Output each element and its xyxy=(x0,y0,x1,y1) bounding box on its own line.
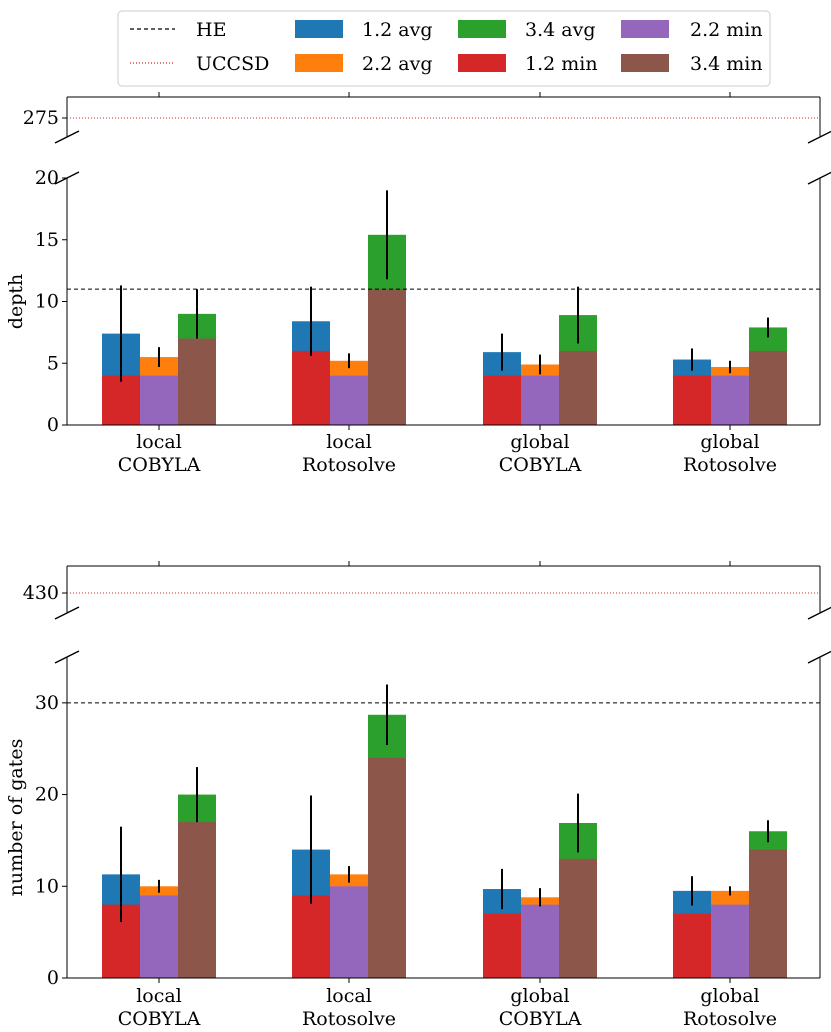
legend-min34-label: 3.4 min xyxy=(690,53,763,75)
legend-min22-label: 2.2 min xyxy=(690,19,763,41)
xtick-label-2-0: global xyxy=(510,985,569,1007)
xtick-label-1-1: Rotosolve xyxy=(302,454,396,476)
bar-min-0-0 xyxy=(102,375,140,425)
ytick-label-3: 15 xyxy=(35,229,59,251)
ytick-label-0: 0 xyxy=(47,967,59,989)
bar-min-1-2 xyxy=(521,904,559,978)
legend-frame xyxy=(117,10,771,87)
legend-min22-swatch xyxy=(621,20,669,38)
legend-avg12-label: 1.2 avg xyxy=(362,19,432,41)
bar-min-0-1 xyxy=(292,895,330,978)
bar-min-2-2 xyxy=(559,858,597,978)
top-axis-ytick-label: 430 xyxy=(23,582,59,604)
bar-min-0-3 xyxy=(673,375,711,425)
xtick-label-1-1: Rotosolve xyxy=(302,1008,396,1030)
bar-min-2-0 xyxy=(178,822,216,978)
depth-panel: 27505101520localCOBYLAlocalRotosolveglob… xyxy=(5,92,831,476)
bar-min-0-3 xyxy=(673,913,711,978)
bar-min-2-0 xyxy=(178,338,216,425)
legend: HE UCCSD 1.2 avg 2.2 avg 3.4 avg 1.2 min… xyxy=(117,10,771,87)
break-mark-top-left xyxy=(54,606,80,620)
bar-min-2-3 xyxy=(749,849,787,978)
ytick-label-4: 20 xyxy=(35,167,59,189)
ytick-label-2: 10 xyxy=(35,291,59,313)
xtick-label-1-0: local xyxy=(326,985,372,1007)
ytick-label-1: 5 xyxy=(47,352,59,374)
bar-min-2-1 xyxy=(368,289,406,425)
ytick-label-0: 0 xyxy=(47,414,59,436)
bar-min-1-0 xyxy=(140,895,178,978)
ytick-label-3: 30 xyxy=(35,692,59,714)
bar-min-0-1 xyxy=(292,350,330,425)
xtick-label-3-0: global xyxy=(700,431,759,453)
xtick-label-3-0: global xyxy=(700,985,759,1007)
xtick-label-0-1: COBYLA xyxy=(118,454,201,476)
y-axis-label: depth xyxy=(5,274,27,329)
ytick-label-2: 20 xyxy=(35,784,59,806)
xtick-label-2-1: COBYLA xyxy=(499,1008,582,1030)
xtick-label-2-0: global xyxy=(510,431,569,453)
xtick-label-0-1: COBYLA xyxy=(118,1008,201,1030)
break-mark-top-right xyxy=(807,606,831,620)
xtick-label-0-0: local xyxy=(136,985,182,1007)
legend-uccsd-label: UCCSD xyxy=(196,53,269,75)
bar-min-1-3 xyxy=(711,375,749,425)
legend-he-label: HE xyxy=(196,19,226,41)
xtick-label-0-0: local xyxy=(136,431,182,453)
legend-avg34-label: 3.4 avg xyxy=(525,19,595,41)
bar-min-1-2 xyxy=(521,375,559,425)
xtick-label-1-0: local xyxy=(326,431,372,453)
gates-panel: 4300102030localCOBYLAlocalRotosolvegloba… xyxy=(5,561,831,1030)
bar-min-1-1 xyxy=(330,886,368,978)
bar-min-2-3 xyxy=(749,350,787,425)
top-axis-ytick-label: 275 xyxy=(23,107,59,129)
bar-min-1-1 xyxy=(330,375,368,425)
legend-min12-label: 1.2 min xyxy=(525,53,598,75)
bar-min-1-3 xyxy=(711,904,749,978)
y-axis-label: number of gates xyxy=(5,739,27,897)
legend-avg22-swatch xyxy=(295,54,343,72)
break-mark-top-right xyxy=(807,130,831,144)
bar-min-2-2 xyxy=(559,350,597,425)
bar-min-1-0 xyxy=(140,375,178,425)
xtick-label-2-1: COBYLA xyxy=(499,454,582,476)
bar-min-0-2 xyxy=(483,913,521,978)
xtick-label-3-1: Rotosolve xyxy=(683,1008,777,1030)
legend-avg22-label: 2.2 avg xyxy=(362,53,432,75)
bar-min-2-1 xyxy=(368,757,406,978)
legend-avg12-swatch xyxy=(295,20,343,38)
bar-min-0-2 xyxy=(483,375,521,425)
break-mark-top-left xyxy=(54,130,80,144)
legend-min34-swatch xyxy=(621,54,669,72)
legend-min12-swatch xyxy=(458,54,506,72)
ytick-label-1: 10 xyxy=(35,875,59,897)
xtick-label-3-1: Rotosolve xyxy=(683,454,777,476)
legend-avg34-swatch xyxy=(458,20,506,38)
